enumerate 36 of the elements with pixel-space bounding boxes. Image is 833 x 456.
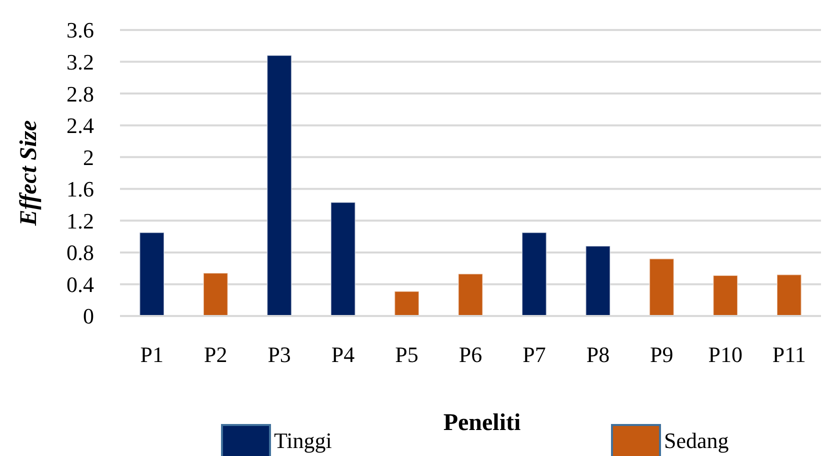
bar xyxy=(202,272,228,316)
x-tick-label: P1 xyxy=(140,342,164,367)
x-tick-label: P2 xyxy=(204,342,228,367)
x-tick-label: P8 xyxy=(586,342,610,367)
bar xyxy=(266,54,292,316)
x-tick-label: P4 xyxy=(331,342,355,367)
bar xyxy=(649,258,674,316)
bar xyxy=(776,274,802,316)
x-tick-label: P10 xyxy=(708,342,743,367)
x-tick-label: P7 xyxy=(522,342,546,367)
y-axis-title: Effect Size xyxy=(16,120,42,227)
x-tick-label: P9 xyxy=(650,342,674,367)
bar xyxy=(458,273,484,316)
x-tick-label: P11 xyxy=(772,342,806,367)
y-tick-label: 1.6 xyxy=(66,176,94,202)
legend-label: Tinggi xyxy=(274,428,332,453)
bar xyxy=(712,274,738,316)
y-tick-label: 2.4 xyxy=(66,113,94,138)
y-tick-label: 2.8 xyxy=(66,81,94,106)
bar xyxy=(330,202,356,316)
x-tick-label: P6 xyxy=(458,342,482,367)
y-tick-label: 1.2 xyxy=(66,208,94,234)
y-tick-label: 0.8 xyxy=(66,240,94,266)
bar xyxy=(522,232,547,316)
legend-label: Sedang xyxy=(664,428,729,453)
y-tick-label: 0.4 xyxy=(66,272,94,297)
y-tick-label: 2 xyxy=(83,144,94,170)
y-tick-label: 3.2 xyxy=(66,49,94,74)
bar xyxy=(585,246,611,316)
x-tick-label: P5 xyxy=(395,342,418,367)
y-tick-label: 3.6 xyxy=(66,18,94,43)
x-axis-title: Peneliti xyxy=(443,410,521,436)
y-tick-label: 0 xyxy=(83,304,94,329)
bar xyxy=(394,290,420,316)
x-tick-label: P3 xyxy=(268,342,291,367)
bar xyxy=(139,232,164,316)
